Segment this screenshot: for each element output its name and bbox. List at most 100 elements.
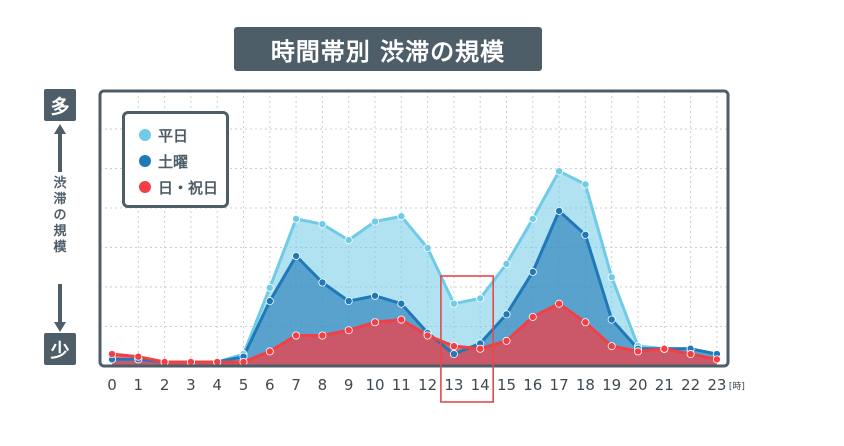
data-point-saturday [370, 291, 379, 300]
legend: 平日 土曜 日・祝日 [122, 111, 229, 208]
data-point-saturday [344, 297, 353, 306]
data-point-holiday [108, 350, 117, 359]
legend-item-saturday: 土曜 [139, 148, 226, 174]
up-arrow-icon [54, 124, 66, 172]
data-point-weekday [476, 294, 485, 303]
chart-title: 時間帯別 渋滞の規模 [234, 27, 542, 71]
data-point-holiday [712, 355, 721, 364]
x-tick-label: 10 [365, 376, 384, 394]
y-bottom-label: 少 [44, 333, 76, 365]
data-point-weekday [397, 212, 406, 221]
data-point-holiday [555, 299, 564, 308]
legend-item-holiday: 日・祝日 [139, 174, 226, 200]
legend-swatch-saturday [139, 155, 151, 167]
data-point-weekday [344, 236, 353, 245]
x-tick-label: 13 [444, 376, 463, 394]
data-point-weekday [555, 167, 564, 176]
data-point-holiday [476, 344, 485, 353]
x-tick-label: 9 [344, 376, 354, 394]
x-tick-label: 21 [655, 376, 674, 394]
x-tick-label: 22 [681, 376, 700, 394]
x-tick-labels: 0 1 2 3 4 5 6 7 8 9 10 11 12 13 14 15 16 17 18 19 20 21 22 23 [時… [107, 376, 745, 394]
data-point-weekday [423, 244, 432, 253]
data-point-holiday [344, 326, 353, 335]
x-tick-label: 5 [239, 376, 249, 394]
legend-label: 日・祝日 [158, 178, 219, 197]
x-tick-label: 6 [265, 376, 275, 394]
down-arrow-icon [54, 284, 66, 332]
data-point-holiday [581, 318, 590, 327]
x-tick-label: 14 [471, 376, 490, 394]
data-point-saturday [528, 267, 537, 276]
x-tick-label: 20 [628, 376, 647, 394]
data-point-weekday [607, 273, 616, 282]
data-point-weekday [528, 214, 537, 223]
series-area-holiday [112, 303, 717, 366]
x-tick-label: 3 [186, 376, 196, 394]
data-point-holiday [292, 331, 301, 340]
data-point-weekday [370, 217, 379, 226]
y-axis-label-char: の [53, 208, 67, 223]
data-point-holiday [423, 331, 432, 340]
data-point-holiday [449, 342, 458, 351]
data-point-saturday [607, 315, 616, 324]
x-tick-label: 19 [602, 376, 621, 394]
data-point-holiday [502, 336, 511, 345]
x-tick-label: 11 [392, 376, 411, 394]
data-point-saturday [555, 206, 564, 215]
legend-label: 土曜 [158, 152, 189, 171]
x-tick-label: 2 [160, 376, 170, 394]
data-point-holiday [397, 315, 406, 324]
data-point-holiday [607, 342, 616, 351]
x-tick-label: 8 [318, 376, 328, 394]
legend-swatch-holiday [139, 181, 151, 193]
data-point-saturday [502, 310, 511, 319]
y-axis-label-char: 渋 [53, 176, 67, 191]
x-tick-label: 1 [134, 376, 144, 394]
data-point-weekday [265, 283, 274, 292]
data-point-holiday [370, 318, 379, 327]
data-point-saturday [292, 251, 301, 260]
data-point-weekday [581, 180, 590, 189]
series-lines [111, 169, 718, 364]
y-axis-label-char: 規 [53, 224, 67, 239]
x-axis-unit: [時] [729, 381, 745, 392]
plot-frame [98, 89, 730, 368]
x-tick-label: 12 [418, 376, 437, 394]
x-tick-label: 16 [523, 376, 542, 394]
data-point-holiday [686, 350, 695, 359]
data-point-saturday [581, 230, 590, 239]
data-point-holiday [634, 347, 643, 356]
data-point-holiday [265, 347, 274, 356]
legend-label: 平日 [158, 126, 189, 145]
y-top-label: 多 [44, 89, 76, 121]
data-point-weekday [502, 259, 511, 268]
x-tick-label: 0 [107, 376, 117, 394]
data-point-weekday [318, 220, 327, 229]
y-axis-arrow [54, 124, 66, 332]
data-point-holiday [318, 331, 327, 340]
x-tick-label: 7 [291, 376, 301, 394]
legend-item-weekday: 平日 [139, 122, 226, 148]
series-line-holiday [111, 302, 718, 364]
data-point-weekday [292, 214, 301, 223]
x-tick-label: 17 [550, 376, 569, 394]
x-tick-label: 4 [212, 376, 222, 394]
data-point-holiday [528, 312, 537, 321]
legend-swatch-weekday [139, 129, 151, 141]
data-point-weekday [449, 299, 458, 308]
data-point-saturday [397, 299, 406, 308]
x-tick-label: 15 [497, 376, 516, 394]
highlight-box [440, 275, 494, 403]
y-axis-label-char: 滞 [53, 192, 67, 207]
x-tick-label: 18 [576, 376, 595, 394]
x-tick-label: 23 [707, 376, 726, 394]
y-axis-label: 渋 滞 の 規 模 [50, 176, 70, 256]
data-point-saturday [318, 278, 327, 287]
data-point-holiday [660, 344, 669, 353]
data-point-saturday [449, 350, 458, 359]
data-point-holiday [134, 352, 143, 361]
data-point-saturday [265, 297, 274, 306]
